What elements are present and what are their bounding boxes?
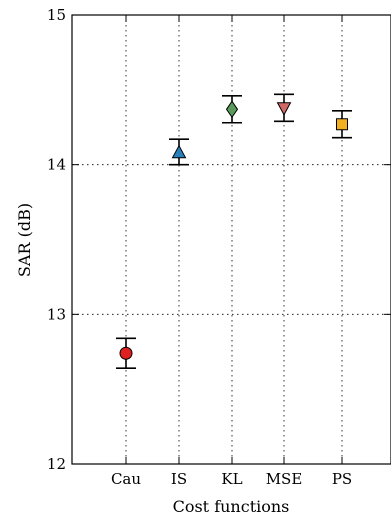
x-tick-label: PS (332, 470, 352, 488)
x-tick-label: Cau (111, 470, 141, 488)
y-axis-ticks: 12 13 14 15 (47, 6, 391, 473)
x-axis-ticks: Cau IS KL MSE PS (111, 15, 352, 488)
y-axis-label: SAR (dB) (15, 203, 34, 277)
x-axis-label: Cost functions (173, 497, 290, 516)
ps-marker (336, 118, 348, 131)
kl-marker (225, 100, 239, 119)
y-tick-label: 13 (47, 305, 66, 323)
cau-marker (119, 346, 133, 360)
y-tick-label: 12 (47, 455, 66, 473)
x-tick-label: IS (171, 470, 187, 488)
y-tick-label: 14 (47, 156, 66, 174)
mse-marker (276, 102, 292, 116)
x-tick-label: MSE (266, 470, 303, 488)
grid-lines (72, 15, 391, 464)
y-tick-label: 15 (47, 6, 66, 24)
x-tick-label: KL (221, 470, 242, 488)
plot-frame (71, 14, 391, 465)
is-marker (171, 144, 187, 159)
data-points (116, 93, 352, 370)
